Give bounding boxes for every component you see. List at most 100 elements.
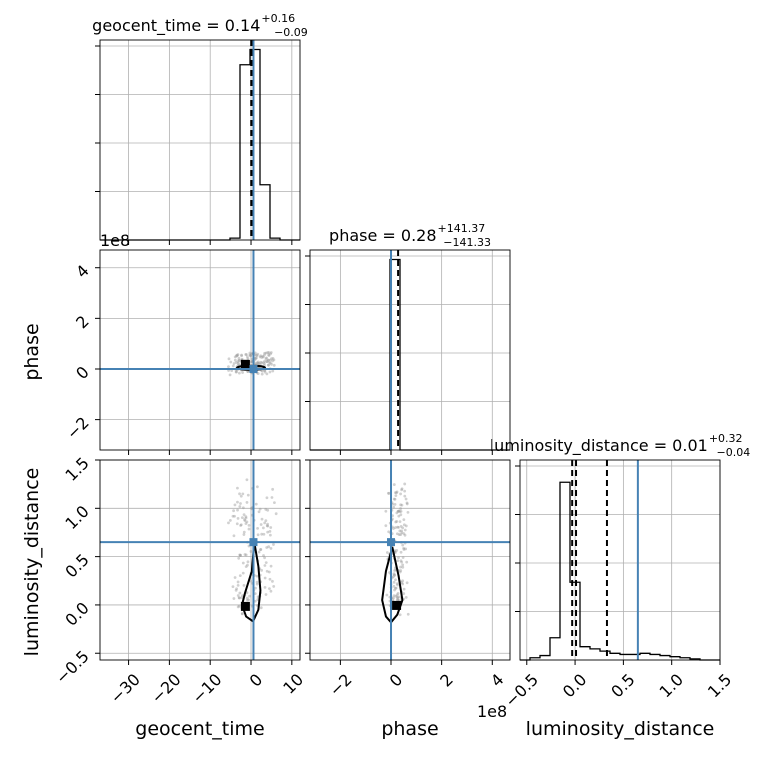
scatter-point — [231, 514, 235, 518]
scatter-point — [267, 354, 271, 357]
scatter-point — [392, 594, 396, 598]
scatter-point — [239, 523, 243, 527]
scatter-point — [244, 515, 248, 519]
scatter-point — [255, 356, 258, 360]
scatter-point — [398, 520, 402, 524]
scatter-point — [236, 353, 240, 356]
scatter-point — [270, 496, 274, 499]
scatter-point — [264, 351, 268, 355]
scatter-point — [260, 372, 264, 376]
scatter-point — [238, 359, 241, 363]
scatter-point — [247, 523, 251, 527]
scatter-point — [240, 516, 244, 520]
tick-label-x: 0.5 — [607, 670, 638, 701]
scatter-point — [263, 585, 267, 589]
tick-label-x: −20 — [147, 670, 184, 707]
scatter-point — [228, 519, 232, 522]
scatter-point — [236, 500, 239, 504]
scatter-point — [250, 352, 253, 356]
tick-label-y: −0.5 — [52, 647, 93, 688]
scatter-point — [267, 360, 271, 364]
scatter-point — [271, 357, 275, 360]
scatter-point — [265, 569, 269, 573]
scatter-point — [259, 354, 263, 358]
peak-density-block — [240, 359, 250, 369]
scatter-point — [403, 482, 407, 486]
truth-marker — [387, 538, 396, 547]
scatter-point — [237, 556, 241, 560]
scatter-point — [399, 524, 403, 528]
scatter-point — [258, 507, 262, 511]
scatter-point — [404, 547, 408, 551]
panel-frame — [309, 249, 511, 451]
scatter-point — [394, 526, 397, 529]
scatter-point — [259, 548, 262, 552]
scatter-point — [386, 491, 390, 495]
scatter-point — [269, 351, 273, 354]
scatter-point — [403, 533, 407, 537]
scatter-point — [400, 487, 404, 491]
scatter-point — [254, 353, 258, 357]
scatter-point — [267, 363, 270, 367]
scatter-point — [270, 362, 273, 366]
tick-label-y: 0.0 — [61, 598, 92, 629]
scatter-point — [255, 361, 259, 365]
title-phase: phase = 0.28+141.37 −141.33 — [329, 222, 491, 249]
scatter-point — [395, 582, 399, 586]
tick-label-x: 10 — [279, 670, 307, 698]
scatter-point — [272, 358, 276, 362]
truth-marker — [249, 538, 258, 547]
scatter-point — [227, 521, 230, 525]
scatter-point — [395, 491, 398, 495]
scatter-point — [397, 509, 400, 513]
scatter-point — [263, 353, 266, 357]
scatter-point — [265, 360, 269, 364]
scatter-point — [255, 580, 259, 584]
scatter-point — [395, 511, 399, 515]
scatter-point — [263, 576, 267, 580]
scatter-point — [234, 370, 238, 374]
scatter-point — [399, 559, 403, 563]
scatter-point — [402, 592, 406, 595]
tick-label-x: 4 — [487, 670, 508, 691]
scatter-point — [245, 355, 249, 359]
scatter-point — [238, 596, 241, 600]
scatter-point — [267, 545, 271, 549]
scatter-point — [398, 613, 402, 617]
scatter-point — [402, 548, 406, 551]
scatter-point — [399, 550, 403, 554]
scatter-point — [392, 572, 396, 576]
scatter-point — [233, 358, 237, 362]
scatter-point — [397, 514, 401, 518]
scatter-point — [400, 529, 404, 533]
scatter-point — [398, 570, 402, 574]
scatter-point — [397, 595, 401, 599]
tick-label-x: 0.0 — [559, 670, 590, 701]
scatter-point — [256, 352, 260, 356]
scatter-point — [269, 352, 272, 356]
scatter-point — [392, 497, 396, 501]
scatter-point — [241, 571, 245, 575]
scatter-point — [399, 510, 403, 513]
scatter-point — [267, 353, 270, 357]
scatter-point — [259, 360, 263, 364]
scatter-point — [237, 604, 241, 608]
scatter-point — [266, 358, 270, 362]
scatter-point — [263, 556, 266, 560]
scatter-point — [272, 585, 276, 588]
scatter-point — [236, 354, 239, 357]
scatter-point — [260, 361, 264, 365]
scatter-point — [400, 488, 404, 492]
scatter-point — [240, 354, 243, 358]
scatter-point — [263, 359, 267, 363]
scatter-point — [244, 353, 248, 356]
scatter-point — [399, 513, 403, 517]
tick-label-x: 1.5 — [704, 670, 735, 701]
scatter-point — [264, 561, 268, 565]
scatter-point — [244, 565, 248, 569]
scatter-point — [246, 493, 250, 497]
scatter-point — [271, 369, 275, 373]
scatter-point — [248, 353, 252, 357]
scatter-point — [268, 361, 272, 365]
